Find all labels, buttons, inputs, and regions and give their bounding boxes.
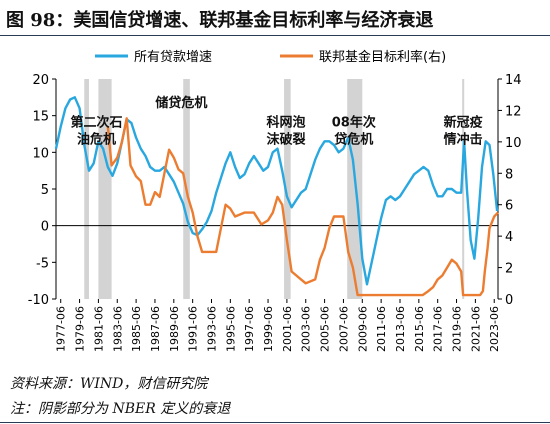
y-right-tick-label: 12 xyxy=(505,104,522,119)
y-left-tick-label: -10 xyxy=(28,293,49,308)
recession-band-4 xyxy=(347,79,363,299)
annotation-2: 科网泡沫破裂 xyxy=(266,115,306,148)
bottom-rule xyxy=(0,422,550,423)
x-tick-label: 1983-06 xyxy=(111,306,124,352)
y-right-tick-label: 8 xyxy=(505,167,513,182)
annotation-1: 储贷危机 xyxy=(154,95,207,111)
series-line-fed xyxy=(106,117,499,297)
x-tick-label: 1997-06 xyxy=(243,306,256,352)
x-tick-label: 2017-06 xyxy=(432,306,445,352)
x-tick-label: 2005-06 xyxy=(319,306,332,352)
legend-label: 联邦基金目标利率(右) xyxy=(319,49,446,65)
source-note: 资料来源：WIND，财信研究院 xyxy=(10,376,208,392)
y-left-tick-label: -5 xyxy=(36,256,49,271)
annotation-0: 第二次石油危机 xyxy=(71,115,123,148)
y-right-tick-label: 14 xyxy=(505,73,522,88)
x-tick-label: 1991-06 xyxy=(187,306,200,352)
y-left-tick-label: 5 xyxy=(41,183,49,198)
x-tick-label: 2009-06 xyxy=(356,306,369,352)
x-tick-label: 2007-06 xyxy=(337,306,350,352)
recession-note: 注：阴影部分为 NBER 定义的衰退 xyxy=(10,401,231,417)
series-line-credit xyxy=(54,96,499,286)
y-left-tick-label: 10 xyxy=(32,146,49,161)
recession-band-3 xyxy=(284,79,291,299)
x-tick-label: 1977-06 xyxy=(55,306,68,352)
x-tick-label: 2011-06 xyxy=(375,306,388,352)
recession-band-5 xyxy=(462,79,465,299)
chart: -10 -5 0 5 10 15 20 0 2 4 6 8 10 12 14 1977-06 1979-06 19… xyxy=(28,49,522,352)
x-tick-label: 2015-06 xyxy=(413,306,426,352)
legend: 所有贷款增速 联邦基金目标利率(右) xyxy=(95,49,446,65)
y-right-tick-label: 2 xyxy=(505,262,513,277)
x-tick-label: 1999-06 xyxy=(262,306,275,352)
x-tick-label: 1981-06 xyxy=(92,306,105,352)
x-tick-label: 2023-06 xyxy=(488,306,501,352)
x-tick-label: 1995-06 xyxy=(224,306,237,352)
y-left-tick-label: 0 xyxy=(41,220,49,235)
y-right-tick-label: 10 xyxy=(505,136,522,151)
recession-band-1 xyxy=(98,79,112,299)
x-tick-label: 1989-06 xyxy=(168,306,181,352)
x-tick-label: 1979-06 xyxy=(74,306,87,352)
title-bar: 图 98：美国信贷增速、联邦基金目标利率与经济衰退 xyxy=(0,0,550,36)
x-tick-label: 1987-06 xyxy=(149,306,162,352)
x-tick-label: 1993-06 xyxy=(206,306,219,352)
recession-band-0 xyxy=(84,79,89,299)
y-right-tick-label: 0 xyxy=(505,293,513,308)
series xyxy=(54,96,499,297)
x-tick-label: 2021-06 xyxy=(469,306,482,352)
annotation-3: 08年次贷危机 xyxy=(332,115,376,148)
x-tick-label: 1985-06 xyxy=(130,306,143,352)
y-right-tick-label: 4 xyxy=(505,230,513,245)
x-tick-label: 2013-06 xyxy=(394,306,407,352)
y-right-tick-label: 6 xyxy=(505,199,513,214)
figure-title: 图 98：美国信贷增速、联邦基金目标利率与经济衰退 xyxy=(6,10,434,31)
x-tick-label: 2003-06 xyxy=(300,306,313,352)
x-tick-label: 2019-06 xyxy=(451,306,464,352)
annotation-4: 新冠疫情冲击 xyxy=(444,115,483,148)
y-left-tick-label: 15 xyxy=(32,110,49,125)
axes: -10 -5 0 5 10 15 20 0 2 4 6 8 10 12 14 1977-06 1979-06 19… xyxy=(28,73,522,352)
x-tick-label: 2001-06 xyxy=(281,306,294,352)
legend-label: 所有贷款增速 xyxy=(134,50,212,65)
y-left-tick-label: 20 xyxy=(32,73,49,88)
